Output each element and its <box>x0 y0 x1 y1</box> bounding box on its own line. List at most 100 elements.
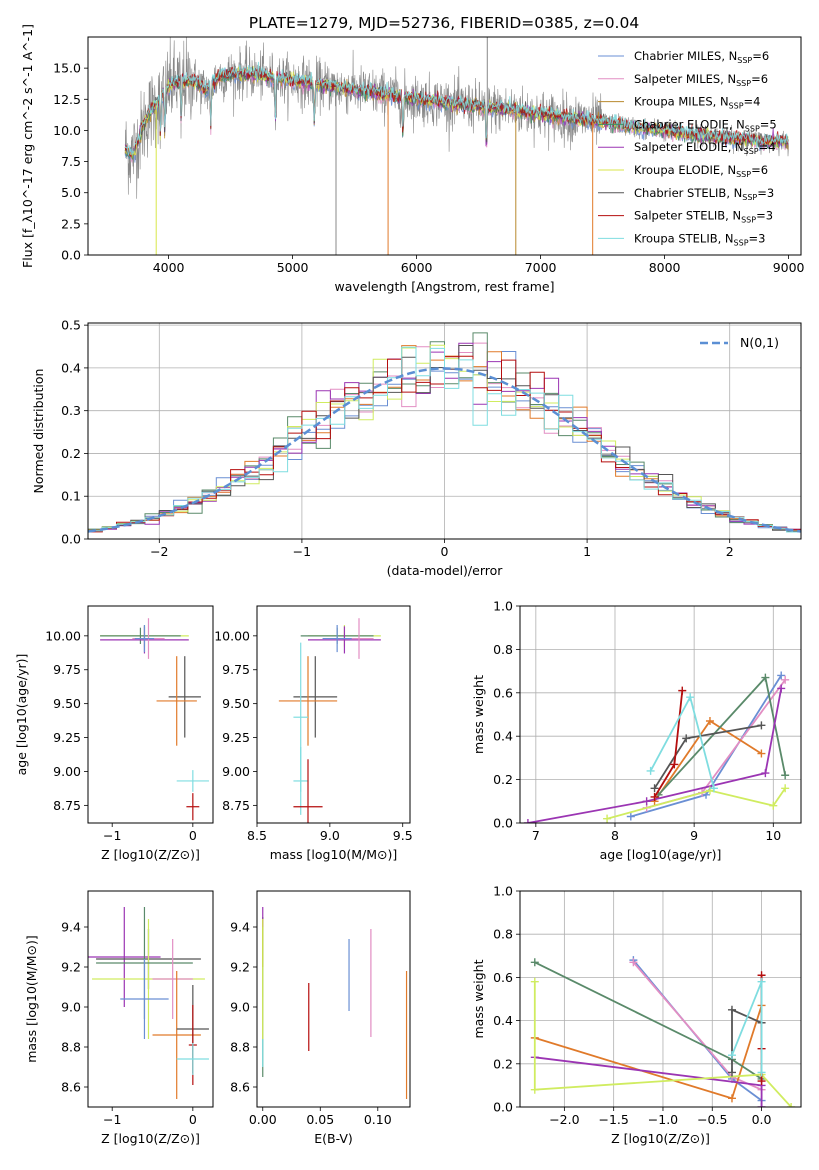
legend-count: =6 <box>752 49 769 63</box>
y-axis-label: mass [log10(M/M⊙)] <box>24 935 39 1063</box>
y-tick-label: 9.00 <box>53 764 81 779</box>
y-tick-label: 9.00 <box>222 764 250 779</box>
legend-subscript: SSP <box>734 238 749 247</box>
y-axis-label: Normed distribution <box>31 369 46 494</box>
legend-label-7: Salpeter STELIB, NSSP=3 <box>634 209 773 225</box>
series-line-8 <box>649 694 715 789</box>
series-marker-3 <box>781 771 790 780</box>
y-tick-label: 9.0 <box>61 1000 81 1015</box>
y-tick-label: 2.5 <box>61 216 81 231</box>
y-tick-label: 0.3 <box>61 403 81 418</box>
axes-frame <box>256 890 411 1108</box>
y-tick-label: 0.4 <box>493 729 513 744</box>
legend-count: =3 <box>756 209 773 223</box>
legend-subscript: SSP <box>745 124 760 133</box>
age-vs-mass-panel: 8.5 9.0 9.5 8.75 9.00 9.25 9.50 9.75 10.00 mass [… <box>214 605 413 862</box>
series-marker-8 <box>709 784 718 793</box>
series-marker-7 <box>650 792 659 801</box>
axes-frame <box>87 890 214 1108</box>
series-marker-5 <box>781 784 790 793</box>
axes-frame <box>256 605 411 824</box>
x-tick-label: −1 <box>103 1112 121 1127</box>
x-tick-label: 0.0 <box>752 1112 772 1127</box>
series-line-4 <box>527 688 783 823</box>
series-marker-6 <box>650 784 659 793</box>
x-tick-label: −1 <box>103 828 121 843</box>
y-tick-label: 7.5 <box>61 154 81 169</box>
y-axis-label: Flux [f_λ10^-17 erg cm^-2 s^-1 A^-1] <box>20 24 35 268</box>
x-tick-label: −1.0 <box>648 1112 678 1127</box>
series-marker-2 <box>705 717 714 726</box>
y-tick-label: 0.2 <box>493 772 513 787</box>
legend-count: =3 <box>749 231 766 245</box>
y-tick-label: 0.5 <box>61 318 81 333</box>
y-tick-label: 10.00 <box>214 628 250 643</box>
y-tick-label: 0.6 <box>493 685 513 700</box>
x-tick-label: 8000 <box>649 260 681 275</box>
x-tick-label: 7000 <box>525 260 557 275</box>
series-line-5 <box>533 981 792 1107</box>
mass-vs-ebv-panel: 0.00 0.05 0.10 8.6 8.8 9.0 9.2 9.4 E(B-V) <box>230 890 411 1146</box>
y-tick-label: 10.0 <box>53 123 81 138</box>
y-tick-label: 0.1 <box>61 489 81 504</box>
series-marker-3 <box>530 958 539 967</box>
series-marker-4 <box>761 769 770 778</box>
y-tick-label: 9.75 <box>222 662 250 677</box>
legend-label-2: Kroupa MILES, NSSP=4 <box>634 95 760 111</box>
normal-curve <box>88 367 801 533</box>
series-marker-4 <box>757 1103 766 1107</box>
legend-subscript: SSP <box>736 79 751 88</box>
plot-area <box>523 671 790 823</box>
x-tick-label: 8 <box>611 828 619 843</box>
series-marker-2 <box>757 749 766 758</box>
series-marker-0 <box>626 812 635 821</box>
x-axis-label: Z [log10(Z/Z⊙)] <box>611 1131 710 1146</box>
series-marker-5 <box>787 1103 796 1107</box>
x-tick-label: 9.0 <box>320 828 340 843</box>
y-tick-label: 9.50 <box>222 696 250 711</box>
x-tick-label: −2 <box>150 544 168 559</box>
y-tick-label: 9.50 <box>53 696 81 711</box>
mass-weight-vs-age-panel: 7 8 9 10 0.0 0.2 0.4 0.6 0.8 1.0 age [log10(age/yr… <box>471 599 802 862</box>
x-tick-label: −2.0 <box>549 1112 579 1127</box>
y-tick-label: 8.8 <box>230 1040 250 1055</box>
legend-label-3: Chabrier ELODIE, NSSP=5 <box>634 117 777 133</box>
plot-area <box>100 618 209 821</box>
series-marker-8 <box>646 766 655 775</box>
age-vs-metallicity-panel: −1 0 8.75 9.00 9.25 9.50 9.75 10.00 Z [log10(Z/Z… <box>14 605 214 862</box>
y-tick-label: 0.0 <box>61 532 81 547</box>
y-tick-label: 0.4 <box>493 1013 513 1028</box>
x-axis-label: Z [log10(Z/Z⊙)] <box>101 847 200 862</box>
series-marker-8 <box>757 977 766 986</box>
y-tick-label: 9.25 <box>222 730 250 745</box>
axes-frame <box>87 605 214 824</box>
y-tick-label: 9.2 <box>61 960 81 975</box>
legend-count: =5 <box>760 117 777 131</box>
x-tick-label: 8.5 <box>247 828 267 843</box>
y-tick-label: 9.25 <box>53 730 81 745</box>
x-tick-label: −0.5 <box>697 1112 727 1127</box>
series-marker-5 <box>769 801 778 810</box>
x-tick-label: 0.10 <box>364 1112 392 1127</box>
x-tick-label: −1.5 <box>598 1112 628 1127</box>
plot-area <box>124 37 789 255</box>
y-tick-label: 0.0 <box>493 1100 513 1115</box>
y-tick-label: 0.2 <box>61 446 81 461</box>
x-tick-label: 7 <box>532 828 540 843</box>
y-tick-label: 0.8 <box>493 927 513 942</box>
series-marker-7 <box>678 686 687 695</box>
series-marker-4 <box>523 819 532 823</box>
legend-count: =4 <box>744 95 761 109</box>
plot-area <box>278 618 381 823</box>
legend-subscript: SSP <box>729 102 744 111</box>
x-tick-label: 6000 <box>401 260 433 275</box>
legend-subscript: SSP <box>744 147 759 156</box>
x-tick-label: 10 <box>765 828 781 843</box>
series-marker-4 <box>642 797 651 806</box>
x-tick-label: 1 <box>583 544 591 559</box>
x-axis-label: (data-model)/error <box>387 563 504 578</box>
axes-frame <box>87 322 802 540</box>
y-tick-label: 9.4 <box>61 920 81 935</box>
x-axis-label: mass [log10(M/M⊙)] <box>270 847 398 862</box>
